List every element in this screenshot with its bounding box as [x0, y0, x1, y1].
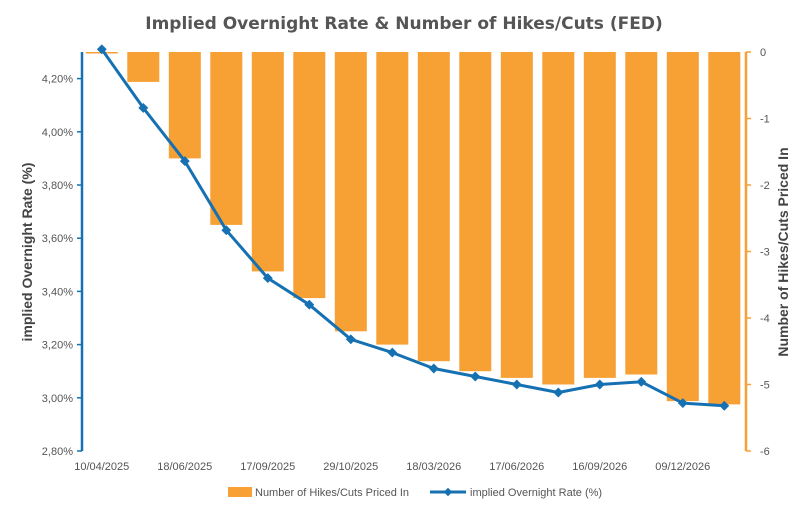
y-right-tick-label: -6	[760, 446, 770, 458]
legend-line-marker	[443, 487, 453, 497]
rate-point	[719, 400, 730, 411]
bar	[500, 52, 533, 378]
y-left-axis-title: implied Overnight Rate (%)	[19, 163, 35, 342]
bar	[376, 52, 409, 345]
bar	[708, 52, 741, 405]
rate-point	[262, 273, 273, 284]
legend-line-label: implied Overnight Rate (%)	[470, 487, 602, 499]
bar	[417, 52, 450, 362]
y-left-tick-label: 4,00%	[42, 127, 73, 139]
rate-line	[100, 48, 725, 408]
bar	[459, 52, 492, 372]
y-left-tick-label: 4,20%	[42, 74, 73, 86]
legend-bar-label: Number of Hikes/Cuts Priced In	[255, 487, 409, 499]
bar	[210, 52, 243, 225]
bars-layer	[85, 52, 741, 405]
right-axis-ticks: -6 -5 -4 -3 -2 -1 0	[746, 47, 770, 458]
line-layer	[96, 44, 730, 411]
x-tick-label: 09/12/2026	[655, 461, 710, 473]
x-tick-label: 17/09/2025	[240, 461, 295, 473]
y-right-axis-title: Number of Hikes/Cuts Priced In	[775, 147, 791, 356]
y-right-tick-label: -5	[760, 380, 770, 392]
bar	[293, 52, 326, 299]
bar	[542, 52, 575, 385]
x-tick-label: 29/10/2025	[323, 461, 378, 473]
legend: Number of Hikes/Cuts Priced In implied O…	[228, 487, 602, 499]
rate-point	[387, 347, 398, 358]
rate-point	[428, 363, 439, 374]
rate-point	[677, 398, 688, 409]
rate-point	[304, 299, 315, 310]
rate-point	[179, 156, 190, 167]
y-right-tick-label: -1	[760, 114, 770, 126]
y-left-tick-label: 3,20%	[42, 340, 73, 352]
rate-point	[470, 371, 481, 382]
left-axis-ticks: 2,80% 3,00% 3,20% 3,40% 3,60% 3,80% 4,00% 4,20%	[42, 74, 82, 458]
x-axis-ticks: 10/04/2025 18/06/2025 17/09/2025 29/10/2025…	[74, 461, 710, 473]
y-left-tick-label: 3,40%	[42, 286, 73, 298]
y-left-tick-label: 3,60%	[42, 233, 73, 245]
rate-point	[511, 379, 522, 390]
rate-point	[553, 387, 564, 398]
x-tick-label: 16/09/2026	[572, 461, 627, 473]
y-right-tick-label: -2	[760, 180, 770, 192]
bar	[168, 52, 201, 159]
y-left-tick-label: 2,80%	[42, 446, 73, 458]
bar	[666, 52, 699, 402]
y-right-tick-label: -4	[760, 313, 770, 325]
bar	[334, 52, 367, 332]
rate-point	[96, 44, 107, 55]
x-tick-label: 10/04/2025	[74, 461, 129, 473]
bar	[251, 52, 284, 272]
y-right-tick-label: 0	[760, 47, 766, 59]
y-left-tick-label: 3,00%	[42, 393, 73, 405]
x-tick-label: 18/03/2026	[406, 461, 461, 473]
bar	[625, 52, 658, 375]
rate-point	[138, 102, 149, 113]
bar	[127, 52, 160, 82]
chart-title: Implied Overnight Rate & Number of Hikes…	[145, 14, 662, 34]
rate-point	[594, 379, 605, 390]
y-right-tick-label: -3	[760, 247, 770, 259]
rate-point	[345, 334, 356, 345]
x-tick-label: 17/06/2026	[489, 461, 544, 473]
rate-point	[221, 225, 232, 236]
bar	[583, 52, 616, 378]
rate-point	[636, 376, 647, 387]
y-left-tick-label: 3,80%	[42, 180, 73, 192]
legend-bar-swatch	[228, 487, 252, 497]
x-tick-label: 18/06/2025	[157, 461, 212, 473]
